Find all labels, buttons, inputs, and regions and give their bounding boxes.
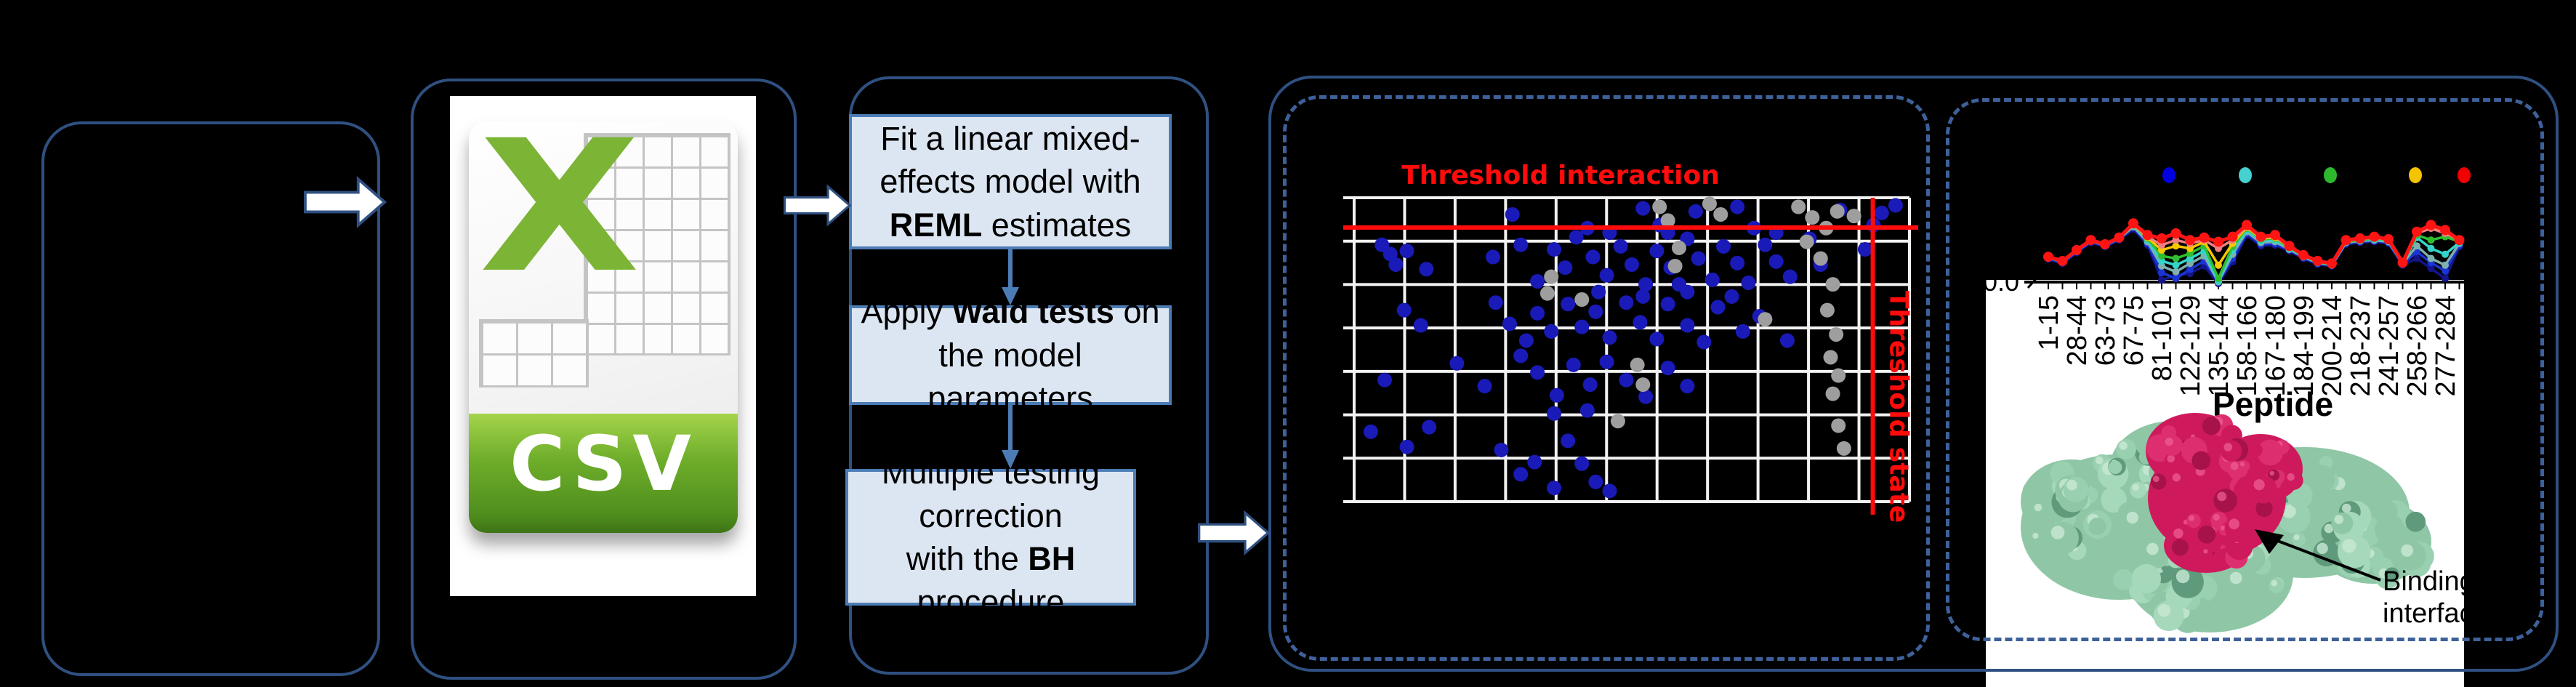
- legend-dot-icon: [2162, 167, 2175, 183]
- x-tick-label: 277-284: [2431, 295, 2461, 396]
- panel-results: [1268, 76, 2559, 672]
- x-tick-label: 158-166: [2232, 295, 2263, 396]
- csv-icon-base: [469, 514, 738, 533]
- peptide-profile-chart: 0.0 1-15 28-44 63-73 67-75 81-101 122-129 135-1…: [1955, 73, 2576, 687]
- csv-file-icon: X CSV: [469, 121, 738, 533]
- arrowhead-icon: [2255, 529, 2284, 554]
- step-text-bold: Wald tests: [951, 293, 1114, 331]
- step-text: Apply: [861, 293, 952, 331]
- x-tick-label: 63-73: [2090, 295, 2121, 366]
- threshold-state-label: Threshold state: [1884, 291, 1914, 523]
- step-text-bold: BH: [1028, 540, 1076, 577]
- step-text-bold: REML: [889, 206, 983, 244]
- legend-dot-icon: [2409, 167, 2422, 183]
- series-red: [2043, 218, 2465, 269]
- panel-threshold-plot: [1283, 95, 1930, 661]
- x-tick-label: 218-237: [2346, 295, 2376, 396]
- panel-input: [41, 121, 380, 676]
- step-multiple-testing: Multiple testing correction with the BH …: [845, 454, 1136, 620]
- flow-arrow-3-icon: [1198, 510, 1271, 556]
- threshold-interaction-label: Threshold interaction: [1401, 161, 1720, 190]
- excel-x-icon: X: [479, 121, 640, 313]
- step-text: with the BH procedure: [848, 537, 1133, 624]
- binding-label-line1: Binding: [2383, 566, 2475, 597]
- down-arrow-icon: [1002, 246, 1019, 305]
- step-text: correction: [919, 497, 1063, 534]
- x-tick-label: 167-180: [2261, 295, 2291, 396]
- x-axis: 0.0 1-1528-4463-7367-7581-101122-129135-1…: [1983, 267, 2464, 396]
- step-fit-model: Fit a linear mixed- effects model with R…: [849, 114, 1172, 249]
- x-tick-label: 81-101: [2147, 295, 2178, 381]
- down-arrow-icon: [1002, 402, 1019, 469]
- x-tick-label: 241-257: [2374, 295, 2404, 396]
- x-tick-label: 184-199: [2289, 295, 2319, 396]
- x-tick-label: 122-129: [2175, 295, 2206, 396]
- legend-dot-icon: [2458, 167, 2471, 183]
- step-text: procedure: [917, 583, 1065, 621]
- x-tick-label: 1-15: [2034, 295, 2064, 350]
- spreadsheet-grid-icon: [584, 133, 730, 355]
- step-text: with the: [906, 540, 1029, 577]
- protein-structure: [2021, 413, 2434, 633]
- legend-dots: [2162, 167, 2471, 183]
- x-tick-label: 67-75: [2119, 295, 2149, 366]
- x-tick-label: 135-144: [2204, 295, 2234, 396]
- legend-dot-icon: [2239, 167, 2252, 183]
- csv-label: CSV: [510, 419, 697, 508]
- step-text: Apply Wald tests on: [861, 290, 1159, 333]
- step-wald-tests: Apply Wald tests on the model parameters: [849, 293, 1172, 417]
- panel-csv: [411, 79, 797, 680]
- step-text: Multiple testing: [881, 454, 1100, 491]
- flow-arrow-1-icon: [304, 176, 387, 228]
- x-tick-label: 28-44: [2062, 295, 2093, 366]
- y-tick-label: 0.0: [1983, 267, 2019, 297]
- flow-arrow-2-icon: [784, 184, 852, 227]
- step-text: on: [1114, 293, 1160, 331]
- x-axis-title: Peptide: [2213, 385, 2333, 423]
- step-text: estimates: [982, 206, 1132, 244]
- step-text: REML estimates: [890, 204, 1132, 246]
- legend-dot-icon: [2324, 167, 2337, 183]
- panel-peptide-plot: [1946, 98, 2544, 641]
- step-text: Fit a linear mixed-: [880, 119, 1140, 157]
- x-tick-label: 258-266: [2402, 295, 2433, 396]
- binding-label-line2: interface: [2383, 598, 2489, 629]
- csv-card: X CSV: [450, 96, 756, 596]
- scatter-points-gray-points: [1539, 196, 1861, 456]
- step-text: the model parameters: [927, 336, 1093, 417]
- threshold-scatter-chart: Threshold interaction Threshold state: [1265, 73, 1955, 687]
- x-tick-label: 200-214: [2317, 295, 2348, 396]
- spreadsheet-grid-icon: [479, 319, 589, 387]
- csv-label-band: CSV: [469, 414, 738, 514]
- step-text: effects model with: [880, 163, 1141, 201]
